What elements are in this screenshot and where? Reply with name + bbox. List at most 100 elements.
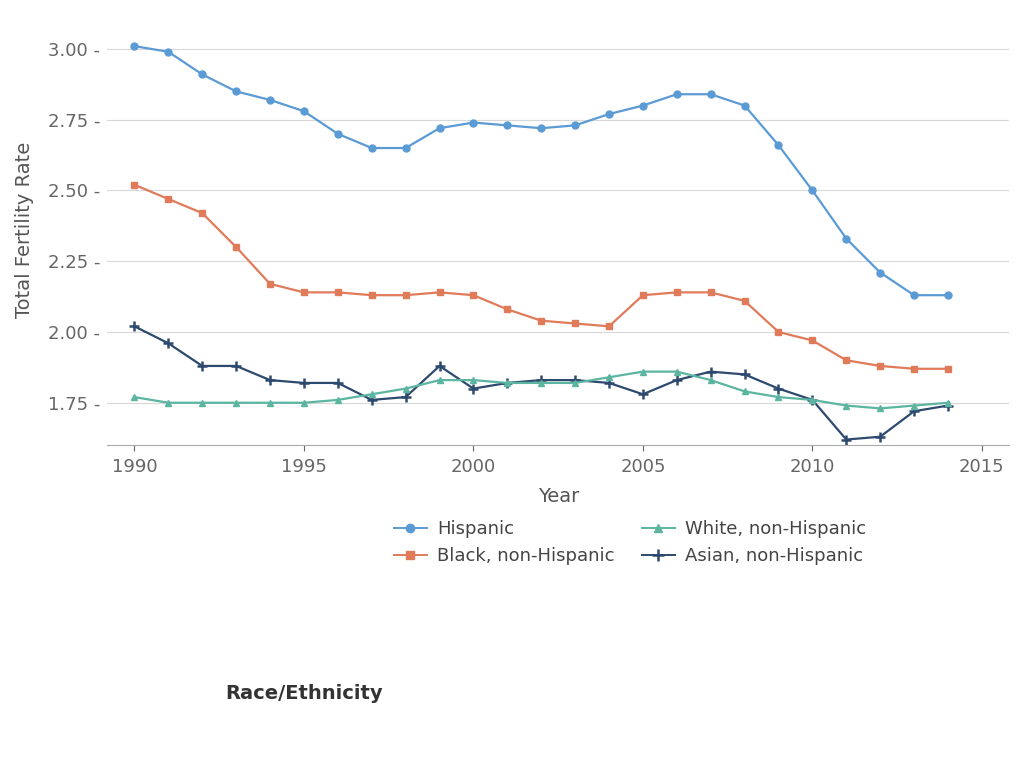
Line: Black, non-Hispanic: Black, non-Hispanic [131,182,951,372]
Hispanic [501,121,513,130]
Asian, non-Hispanic [366,395,378,404]
Asian, non-Hispanic [772,384,784,393]
White, non-Hispanic [501,378,513,388]
Hispanic [569,121,582,130]
Hispanic [128,41,140,51]
Hispanic [433,123,445,133]
Asian, non-Hispanic [467,384,479,393]
Hispanic [603,110,615,119]
Black, non-Hispanic [332,288,344,297]
Black, non-Hispanic [840,355,852,365]
Black, non-Hispanic [738,296,751,306]
Asian, non-Hispanic [874,432,887,441]
Black, non-Hispanic [162,195,174,204]
Hispanic [536,123,548,133]
Asian, non-Hispanic [264,375,276,385]
Asian, non-Hispanic [128,322,140,331]
Black, non-Hispanic [230,243,243,252]
Hispanic [738,101,751,110]
Black, non-Hispanic [908,364,921,373]
White, non-Hispanic [332,395,344,404]
Legend: Hispanic, Black, non-Hispanic, White, non-Hispanic, Asian, non-Hispanic: Hispanic, Black, non-Hispanic, White, no… [394,520,866,565]
White, non-Hispanic [603,373,615,382]
Hispanic [399,143,412,152]
Hispanic [908,290,921,300]
White, non-Hispanic [298,398,310,408]
Text: Race/Ethnicity: Race/Ethnicity [225,684,383,702]
White, non-Hispanic [705,375,717,385]
Line: White, non-Hispanic: White, non-Hispanic [131,368,951,412]
Asian, non-Hispanic [298,378,310,388]
Hispanic [637,101,649,110]
Hispanic [772,141,784,150]
White, non-Hispanic [467,375,479,385]
Asian, non-Hispanic [536,375,548,385]
Hispanic [230,87,243,96]
Black, non-Hispanic [806,336,818,345]
Hispanic [366,143,378,152]
Asian, non-Hispanic [637,390,649,399]
Black, non-Hispanic [501,305,513,314]
Asian, non-Hispanic [603,378,615,388]
Black, non-Hispanic [128,180,140,189]
Asian, non-Hispanic [399,392,412,401]
Black, non-Hispanic [366,290,378,300]
Asian, non-Hispanic [332,378,344,388]
White, non-Hispanic [230,398,243,408]
Line: Asian, non-Hispanic: Asian, non-Hispanic [130,322,953,444]
Black, non-Hispanic [536,316,548,326]
Black, non-Hispanic [942,364,954,373]
Black, non-Hispanic [772,327,784,336]
Hispanic [332,129,344,139]
White, non-Hispanic [536,378,548,388]
Hispanic [705,90,717,99]
Black, non-Hispanic [399,290,412,300]
Black, non-Hispanic [433,288,445,297]
Black, non-Hispanic [637,290,649,300]
Hispanic [942,290,954,300]
Hispanic [874,268,887,277]
White, non-Hispanic [772,392,784,401]
Hispanic [197,70,209,79]
Asian, non-Hispanic [501,378,513,388]
White, non-Hispanic [908,401,921,410]
Asian, non-Hispanic [569,375,582,385]
White, non-Hispanic [840,401,852,410]
Asian, non-Hispanic [197,362,209,371]
Y-axis label: Total Fertility Rate: Total Fertility Rate [15,142,34,318]
Black, non-Hispanic [467,290,479,300]
Hispanic [264,95,276,104]
Black, non-Hispanic [569,319,582,328]
White, non-Hispanic [874,404,887,413]
White, non-Hispanic [366,390,378,399]
Hispanic [840,234,852,243]
White, non-Hispanic [806,395,818,404]
White, non-Hispanic [162,398,174,408]
Asian, non-Hispanic [840,435,852,444]
Black, non-Hispanic [874,362,887,371]
White, non-Hispanic [738,387,751,396]
Asian, non-Hispanic [806,395,818,404]
Asian, non-Hispanic [162,339,174,348]
Asian, non-Hispanic [942,401,954,410]
Asian, non-Hispanic [230,362,243,371]
Black, non-Hispanic [705,288,717,297]
Black, non-Hispanic [264,280,276,289]
Asian, non-Hispanic [671,375,683,385]
White, non-Hispanic [399,384,412,393]
Hispanic [671,90,683,99]
Asian, non-Hispanic [908,407,921,416]
Asian, non-Hispanic [705,367,717,376]
White, non-Hispanic [942,398,954,408]
White, non-Hispanic [637,367,649,376]
Black, non-Hispanic [603,322,615,331]
White, non-Hispanic [433,375,445,385]
White, non-Hispanic [264,398,276,408]
Asian, non-Hispanic [433,362,445,371]
Hispanic [806,186,818,195]
Black, non-Hispanic [671,288,683,297]
Black, non-Hispanic [197,208,209,218]
Hispanic [467,118,479,127]
Hispanic [162,47,174,57]
White, non-Hispanic [128,392,140,401]
